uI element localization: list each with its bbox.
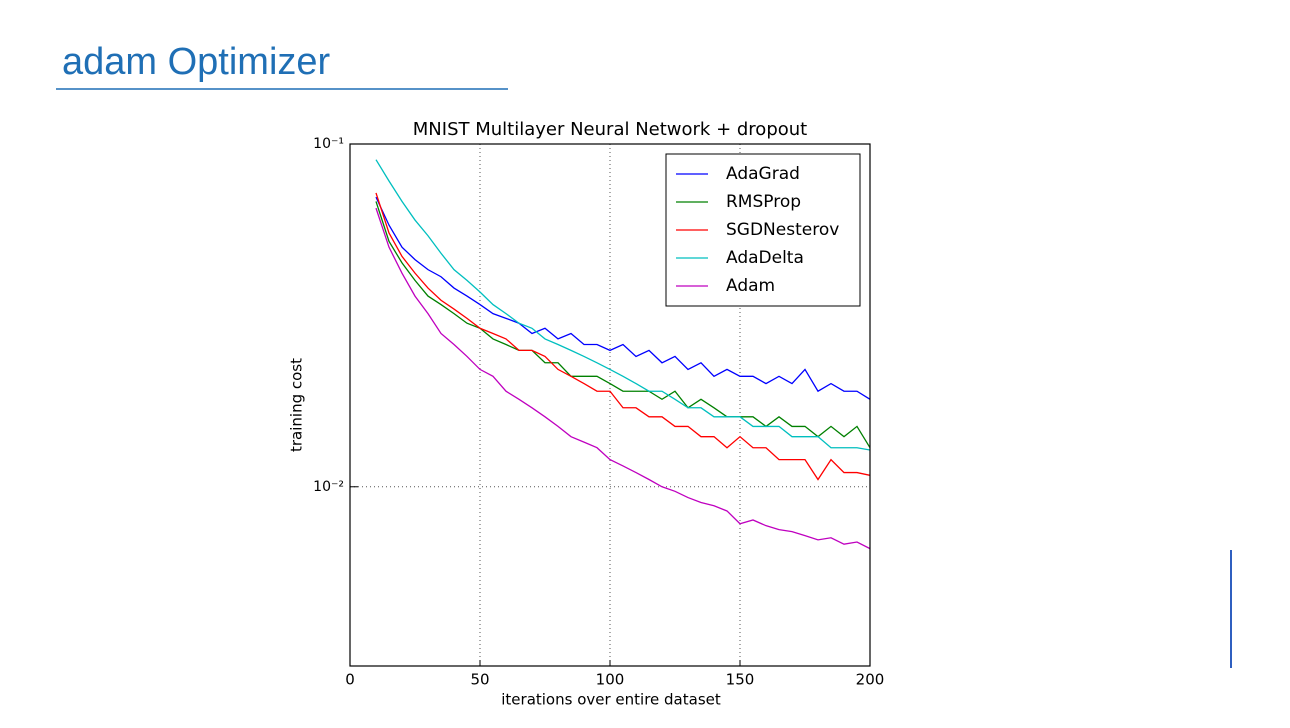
legend-label: RMSProp bbox=[726, 192, 801, 212]
series-line bbox=[375, 201, 870, 449]
legend-label: AdaGrad bbox=[726, 164, 800, 184]
grid bbox=[350, 144, 870, 666]
x-tick-label: 100 bbox=[596, 671, 625, 689]
chart-title: MNIST Multilayer Neural Network + dropou… bbox=[413, 119, 807, 140]
x-tick-label: 200 bbox=[856, 671, 885, 689]
series-line bbox=[375, 196, 870, 400]
series-line bbox=[375, 192, 870, 481]
y-tick-label: 10⁻¹ bbox=[313, 136, 344, 152]
x-tick-label: 150 bbox=[726, 671, 755, 689]
lines bbox=[375, 159, 870, 550]
legend-label: Adam bbox=[726, 276, 775, 296]
x-axis-label: iterations over entire dataset bbox=[501, 691, 721, 709]
y-tick-label: 10⁻² bbox=[313, 479, 344, 495]
legend: AdaGrad RMSProp SGDNesterov AdaDelta Adam bbox=[665, 153, 861, 307]
series-line bbox=[375, 207, 870, 550]
series-line bbox=[375, 159, 870, 451]
legend-label: SGDNesterov bbox=[726, 220, 839, 240]
y-axis-label: training cost bbox=[288, 358, 306, 452]
legend-label: AdaDelta bbox=[726, 248, 804, 268]
x-tick-label: 0 bbox=[345, 671, 355, 689]
x-tick-label: 50 bbox=[470, 671, 489, 689]
slide-title: adam Optimizer bbox=[62, 41, 331, 83]
